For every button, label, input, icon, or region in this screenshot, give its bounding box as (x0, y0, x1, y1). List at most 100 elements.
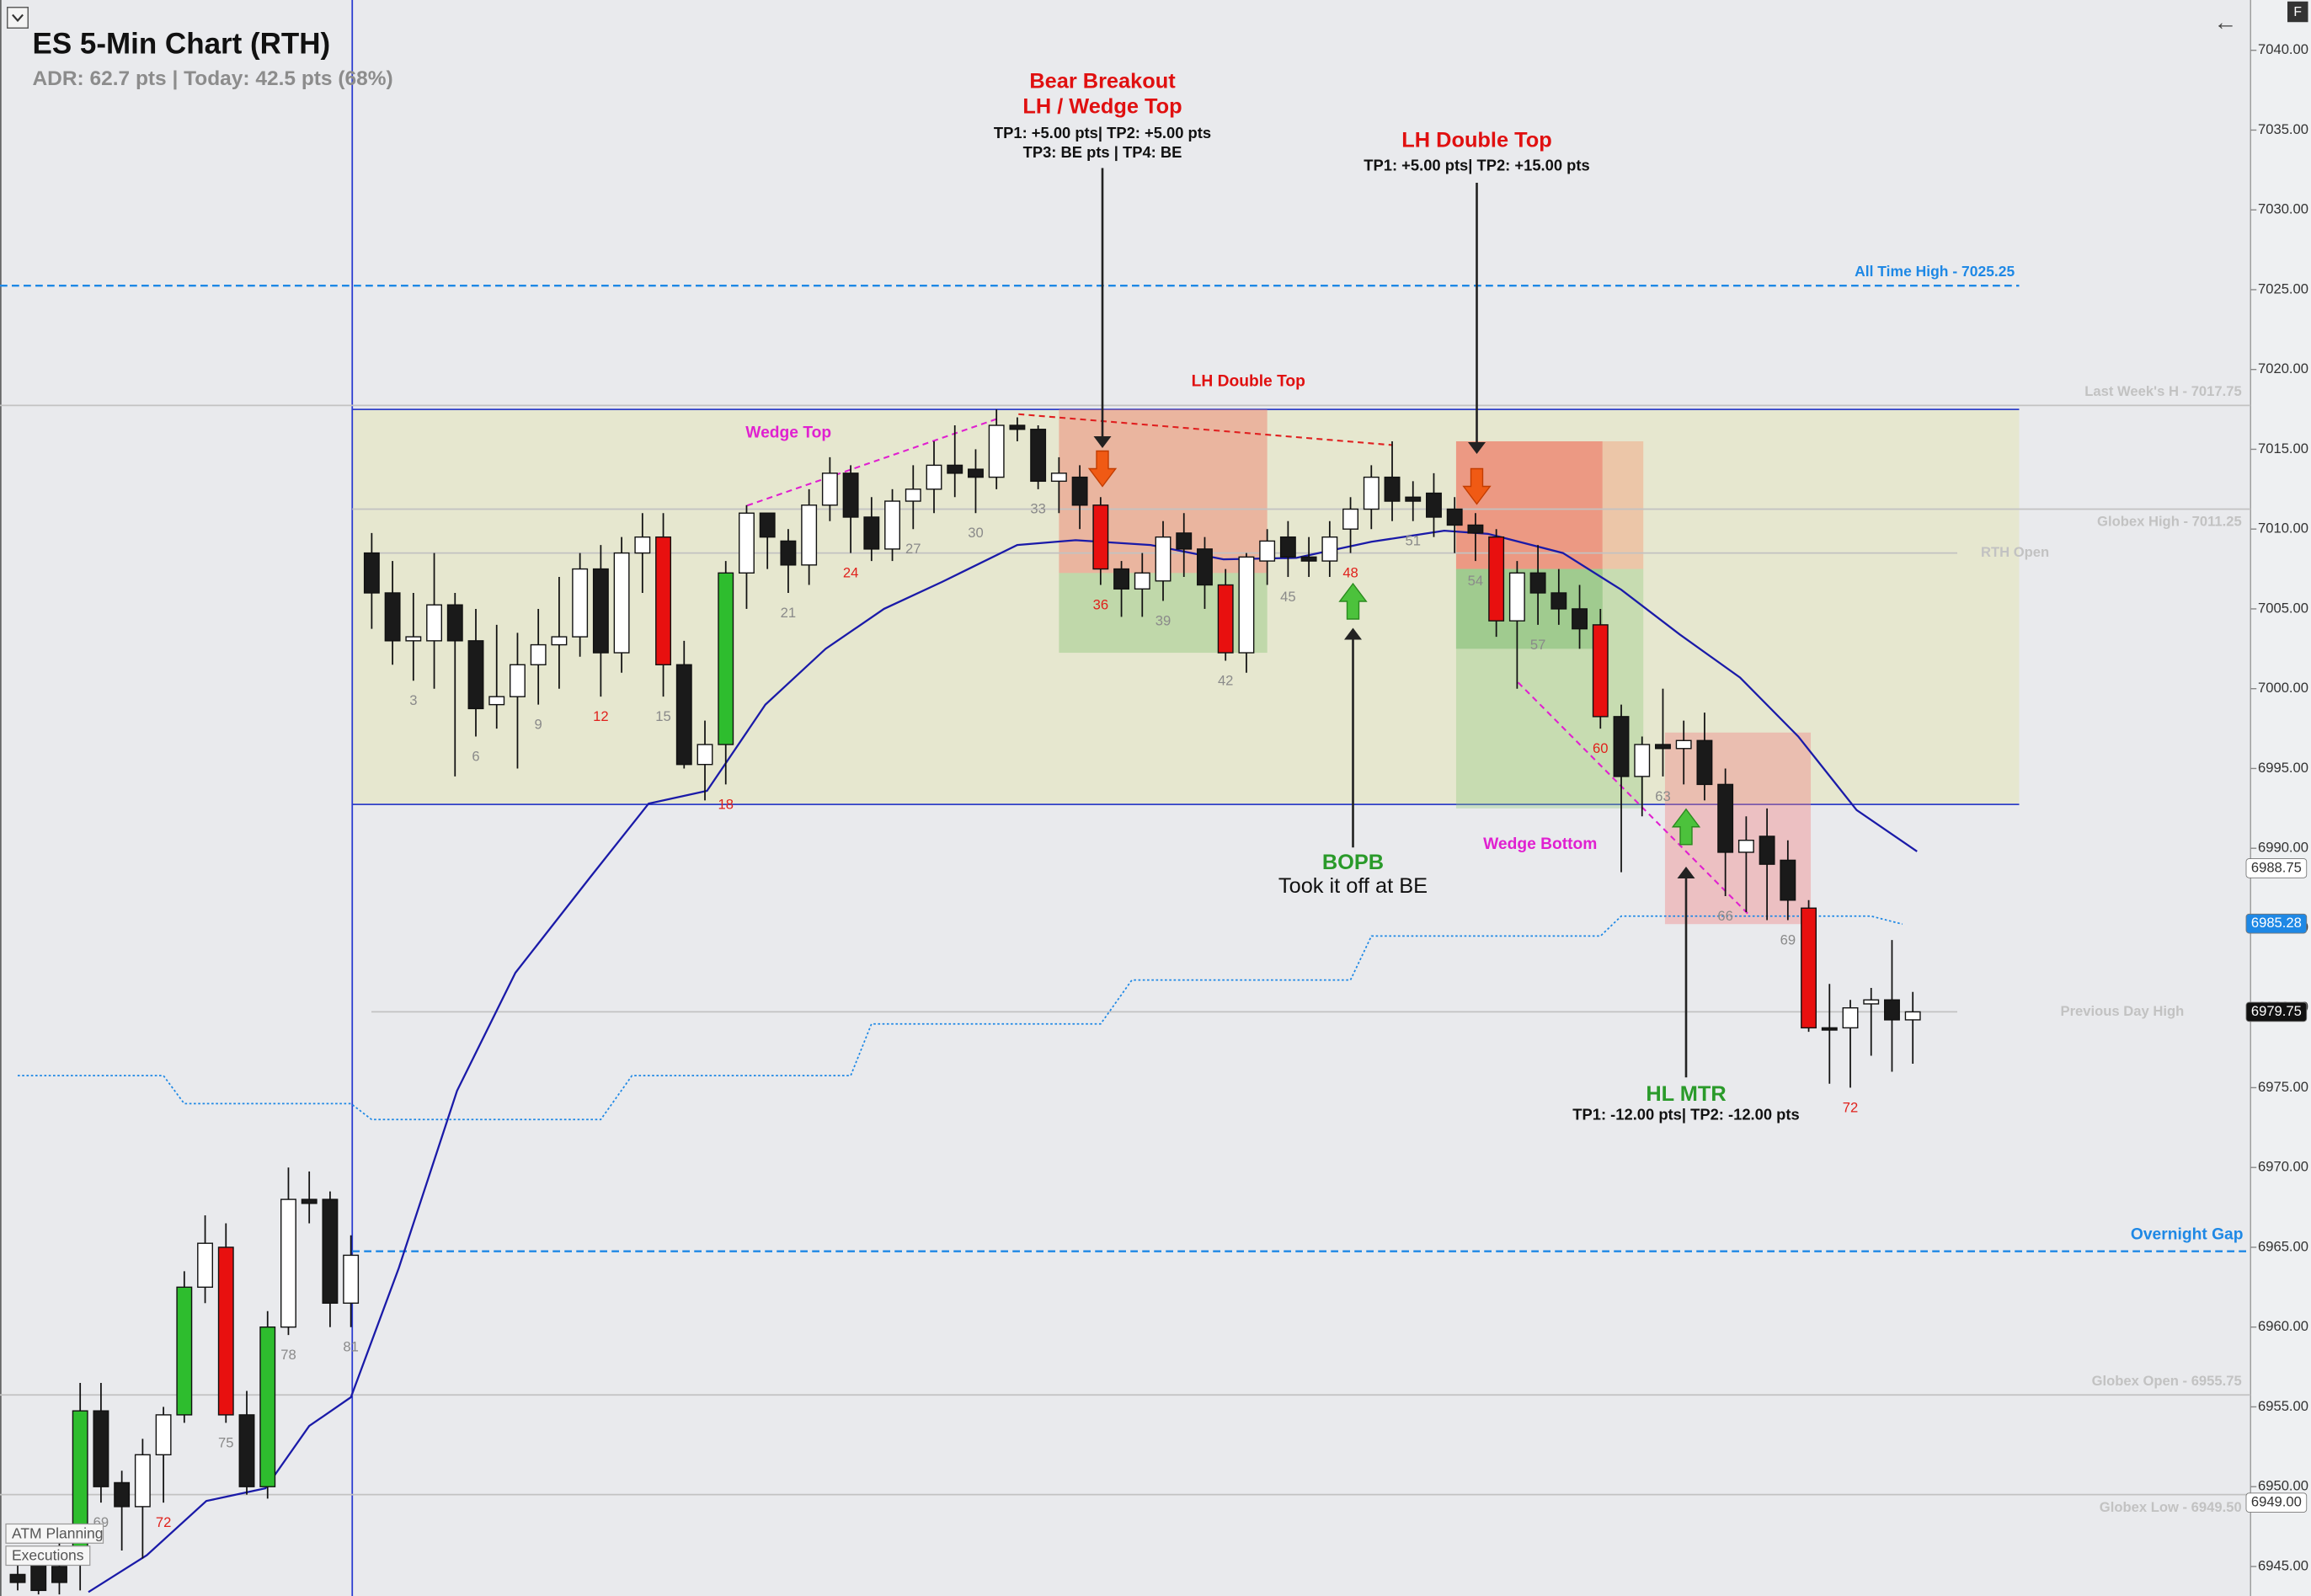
sell-arrow (1087, 450, 1118, 488)
ema-line (88, 530, 1918, 1593)
wedge-bottom-line (1517, 681, 1749, 915)
bar-number: 15 (655, 708, 670, 724)
chart-label: LH Double Top (1192, 372, 1305, 390)
candle-body (718, 572, 734, 745)
candle-body (1884, 999, 1900, 1021)
candle-body (821, 472, 838, 506)
candle-body (634, 536, 651, 554)
bar-number: 18 (718, 796, 733, 812)
bar-number: 27 (905, 541, 921, 557)
candle-body (217, 1246, 234, 1416)
candle-body (1488, 536, 1505, 622)
candle-body (1384, 476, 1401, 502)
candle-body (1092, 504, 1109, 570)
y-tick-label: 6945.00 (2258, 1557, 2308, 1573)
arrow-head (1093, 435, 1112, 448)
candle-body (1655, 744, 1671, 750)
candle-body (1030, 429, 1047, 483)
chart-title: ES 5-Min Chart (RTH) (33, 27, 331, 60)
candle-body (343, 1254, 360, 1304)
candle-body (1529, 572, 1546, 594)
candle-body (1259, 540, 1276, 562)
candle-body (1780, 859, 1796, 901)
price-tag-label: 6988.75 (2251, 859, 2302, 875)
bar-number: 57 (1530, 637, 1545, 653)
price-tag-label: 6979.75 (2251, 1003, 2302, 1019)
candle-body (322, 1198, 339, 1304)
bar-number: 36 (1093, 596, 1108, 612)
candle-body (1717, 783, 1734, 853)
candle-body (1467, 524, 1484, 534)
candle-body (1863, 999, 1880, 1005)
atm-planning-button[interactable] (5, 1523, 104, 1544)
double-top-line (1018, 413, 1393, 446)
bar-number: 63 (1655, 788, 1670, 804)
annotation-title: HL MTR (1646, 1082, 1726, 1106)
candle-body (446, 604, 463, 642)
y-tick-label: 7010.00 (2258, 520, 2308, 536)
candle-body (697, 744, 713, 766)
candle-body (197, 1242, 214, 1289)
bar-number: 51 (1405, 533, 1420, 549)
bar-number: 24 (843, 565, 858, 581)
arrow-head (1467, 441, 1486, 454)
candle-body (259, 1326, 276, 1487)
y-tick-label: 6995.00 (2258, 760, 2308, 776)
candle-body (363, 552, 380, 594)
collapse-button[interactable] (7, 7, 29, 29)
candle-body (1113, 568, 1130, 590)
candle-body (1363, 476, 1380, 510)
executions-label: Executions (12, 1547, 84, 1564)
candle-body (1155, 536, 1172, 582)
level-label: RTH Open (1981, 544, 2049, 560)
y-tick-label: 7025.00 (2258, 280, 2308, 296)
annotation-title: LH / Wedge Top (1022, 94, 1182, 118)
y-tick-label: 6975.00 (2258, 1079, 2308, 1095)
range-box (352, 409, 2020, 805)
price-axis-background (2250, 0, 2311, 1596)
buy-arrow (1338, 582, 1368, 620)
candle-body (51, 1566, 67, 1583)
y-tick-label: 6950.00 (2258, 1478, 2308, 1494)
candle-body (1904, 1011, 1921, 1021)
back-button[interactable]: ← (2214, 8, 2238, 35)
candle-body (905, 488, 921, 502)
bar-number: 21 (781, 605, 796, 621)
candle-body (467, 640, 484, 710)
candle-body (1592, 624, 1609, 718)
chevron-icon (12, 13, 24, 23)
candle-body (926, 464, 942, 490)
line-layer (0, 284, 2251, 1593)
candle-body (176, 1286, 193, 1416)
candle-body (884, 500, 901, 550)
executions-button[interactable] (5, 1545, 91, 1567)
candle-body (739, 512, 755, 574)
candle-body (1321, 536, 1338, 562)
y-tick-label: 7020.00 (2258, 360, 2308, 376)
y-tick-label: 7000.00 (2258, 680, 2308, 696)
annotation-detail: TP1: -12.00 pts| TP2: -12.00 pts (1572, 1106, 1799, 1124)
bar-number: 69 (1780, 931, 1796, 947)
candle-body (1613, 716, 1630, 777)
candle-body (675, 664, 692, 766)
price-tag-label: 6949.00 (2251, 1494, 2302, 1510)
candle-body (530, 643, 547, 665)
candle-body (1300, 556, 1317, 562)
candle-body (1572, 608, 1588, 630)
candle-body (592, 568, 609, 654)
bar-number: 60 (1593, 740, 1608, 756)
bar-number: 3 (409, 692, 417, 708)
price-tag (2245, 913, 2308, 934)
atm-planning-label: ATM Planning (12, 1524, 104, 1541)
panel-button[interactable] (2287, 1, 2308, 23)
candle-body (1550, 592, 1567, 610)
candle-body (968, 468, 984, 478)
buy-arrow (1671, 808, 1701, 846)
y-tick-label: 7005.00 (2258, 600, 2308, 616)
bar-number: 45 (1280, 589, 1295, 605)
candle-body (1009, 424, 1026, 430)
candle-body (780, 540, 797, 566)
background-layer (352, 408, 2020, 925)
arrow-head (1343, 627, 1362, 640)
